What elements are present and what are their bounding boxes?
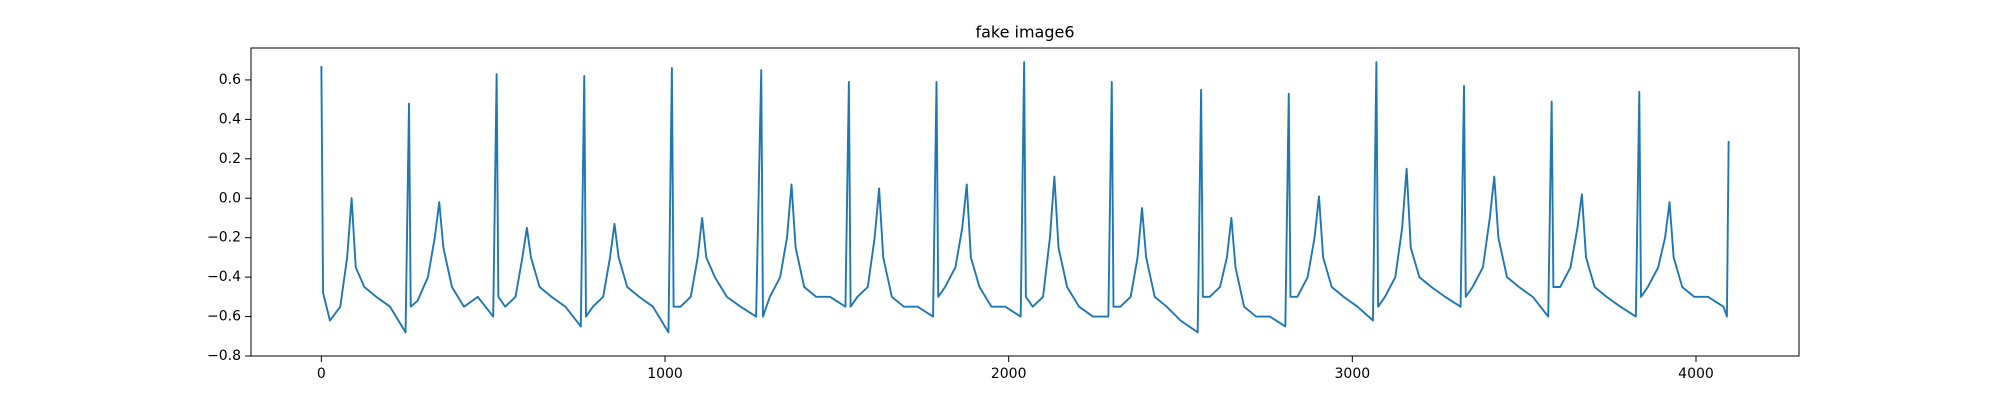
y-tick-label: −0.2 (207, 230, 241, 246)
y-tick-label: 0.2 (219, 151, 241, 167)
y-tick-label: −0.4 (207, 269, 241, 285)
x-tick-label: 4000 (1678, 366, 1714, 382)
x-tick-label: 0 (317, 366, 326, 382)
x-tick-label: 3000 (1335, 366, 1371, 382)
y-tick-label: −0.8 (207, 348, 241, 364)
x-tick-label: 1000 (647, 366, 683, 382)
y-tick-label: −0.6 (207, 309, 241, 325)
y-tick-label: 0.0 (219, 190, 241, 206)
plot-frame (250, 47, 1800, 357)
x-tick-label: 2000 (991, 366, 1027, 382)
y-tick-label: 0.6 (219, 72, 241, 88)
y-tick-label: 0.4 (219, 111, 241, 127)
data-line (320, 61, 1730, 334)
chart-title: fake image6 (975, 23, 1074, 42)
